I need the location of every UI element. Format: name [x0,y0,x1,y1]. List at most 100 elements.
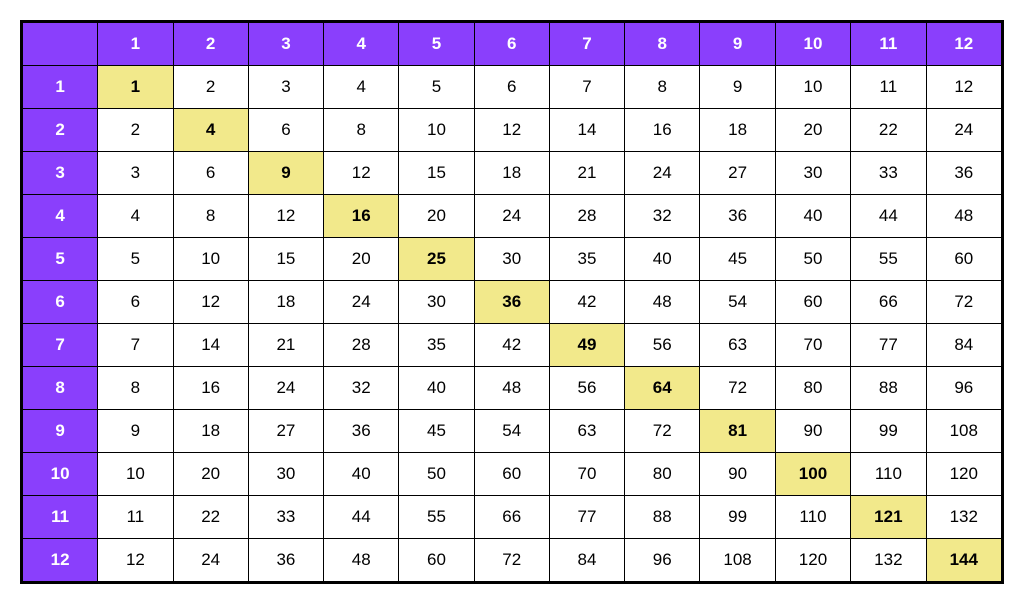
product-cell: 42 [549,281,624,324]
row-header-5: 5 [23,238,98,281]
product-cell: 8 [625,66,700,109]
square-cell: 121 [851,496,926,539]
product-cell: 28 [549,195,624,238]
product-cell: 50 [399,453,474,496]
product-cell: 9 [700,66,775,109]
product-cell: 110 [851,453,926,496]
product-cell: 15 [248,238,323,281]
product-cell: 22 [173,496,248,539]
product-cell: 40 [625,238,700,281]
product-cell: 32 [324,367,399,410]
product-cell: 80 [625,453,700,496]
product-cell: 55 [851,238,926,281]
product-cell: 8 [324,109,399,152]
product-cell: 56 [549,367,624,410]
product-cell: 40 [775,195,850,238]
product-cell: 44 [324,496,399,539]
square-cell: 64 [625,367,700,410]
square-cell: 25 [399,238,474,281]
product-cell: 18 [248,281,323,324]
product-cell: 12 [926,66,1001,109]
col-header-9: 9 [700,23,775,66]
square-cell: 49 [549,324,624,367]
product-cell: 7 [549,66,624,109]
product-cell: 5 [399,66,474,109]
product-cell: 21 [248,324,323,367]
product-cell: 88 [625,496,700,539]
product-cell: 6 [474,66,549,109]
row-header-7: 7 [23,324,98,367]
product-cell: 88 [851,367,926,410]
product-cell: 11 [851,66,926,109]
product-cell: 70 [549,453,624,496]
col-header-12: 12 [926,23,1001,66]
square-cell: 100 [775,453,850,496]
product-cell: 99 [851,410,926,453]
product-cell: 18 [700,109,775,152]
product-cell: 4 [98,195,173,238]
col-header-1: 1 [98,23,173,66]
col-header-6: 6 [474,23,549,66]
product-cell: 11 [98,496,173,539]
product-cell: 132 [926,496,1001,539]
product-cell: 108 [926,410,1001,453]
product-cell: 9 [98,410,173,453]
column-header-row: 1 2 3 4 5 6 7 8 9 10 11 12 [23,23,1002,66]
product-cell: 42 [474,324,549,367]
table-row: 3369121518212427303336 [23,152,1002,195]
product-cell: 10 [98,453,173,496]
row-header-4: 4 [23,195,98,238]
product-cell: 54 [474,410,549,453]
product-cell: 132 [851,539,926,582]
product-cell: 20 [399,195,474,238]
table-row: 11112233445566778899110121132 [23,496,1002,539]
product-cell: 14 [173,324,248,367]
product-cell: 6 [173,152,248,195]
product-cell: 70 [775,324,850,367]
product-cell: 36 [926,152,1001,195]
product-cell: 16 [625,109,700,152]
product-cell: 90 [775,410,850,453]
product-cell: 77 [851,324,926,367]
product-cell: 12 [173,281,248,324]
table-row: 121224364860728496108120132144 [23,539,1002,582]
product-cell: 48 [324,539,399,582]
product-cell: 99 [700,496,775,539]
product-cell: 66 [851,281,926,324]
corner-cell [23,23,98,66]
product-cell: 10 [399,109,474,152]
square-cell: 144 [926,539,1001,582]
product-cell: 35 [399,324,474,367]
col-header-7: 7 [549,23,624,66]
product-cell: 20 [775,109,850,152]
product-cell: 84 [549,539,624,582]
product-cell: 30 [248,453,323,496]
product-cell: 6 [248,109,323,152]
product-cell: 48 [474,367,549,410]
row-header-12: 12 [23,539,98,582]
product-cell: 24 [324,281,399,324]
product-cell: 77 [549,496,624,539]
product-cell: 80 [775,367,850,410]
product-cell: 72 [926,281,1001,324]
square-cell: 9 [248,152,323,195]
product-cell: 60 [474,453,549,496]
product-cell: 63 [549,410,624,453]
product-cell: 72 [700,367,775,410]
product-cell: 27 [700,152,775,195]
product-cell: 2 [173,66,248,109]
product-cell: 48 [926,195,1001,238]
product-cell: 24 [173,539,248,582]
product-cell: 8 [173,195,248,238]
table-row: 10102030405060708090100110120 [23,453,1002,496]
product-cell: 24 [474,195,549,238]
product-cell: 14 [549,109,624,152]
product-cell: 30 [399,281,474,324]
product-cell: 3 [98,152,173,195]
square-cell: 16 [324,195,399,238]
product-cell: 45 [399,410,474,453]
row-header-6: 6 [23,281,98,324]
product-cell: 6 [98,281,173,324]
product-cell: 18 [173,410,248,453]
product-cell: 60 [926,238,1001,281]
